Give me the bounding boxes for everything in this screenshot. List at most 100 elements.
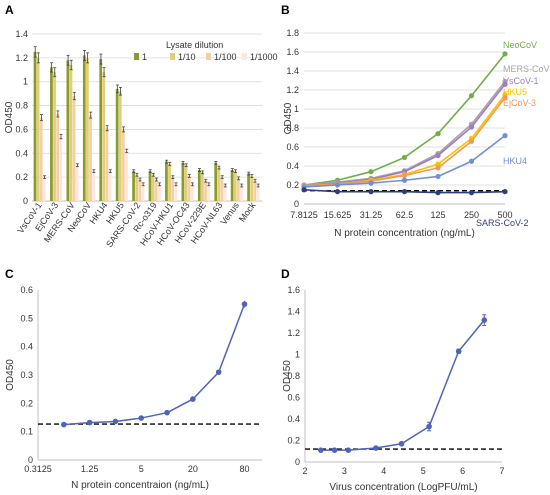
bar xyxy=(184,165,188,201)
y-tick-label: 0.3 xyxy=(20,370,33,380)
x-tick-label: Mock xyxy=(237,200,258,224)
data-point xyxy=(86,419,93,426)
x-tick-label: 20 xyxy=(188,464,198,474)
bar xyxy=(187,175,191,201)
bar xyxy=(240,185,243,201)
legend-label: 1/1000 xyxy=(250,52,278,62)
y-tick-label: 0.2 xyxy=(286,180,299,190)
x-tick-label: 250 xyxy=(464,210,479,220)
x-tick-label: 7 xyxy=(499,466,504,476)
y-tick-label: 1 xyxy=(295,350,300,360)
data-point xyxy=(435,173,441,180)
bar xyxy=(132,171,135,201)
y-tick-label: 0.8 xyxy=(286,123,299,133)
bar xyxy=(118,91,122,201)
data-point xyxy=(435,161,441,167)
series-line xyxy=(320,319,485,451)
y-tick-label: 0 xyxy=(294,199,299,209)
y-tick-label: 0.4 xyxy=(20,342,33,352)
y-tick-label: 1.2 xyxy=(286,85,299,95)
data-point xyxy=(112,418,119,425)
series-label: HKU4 xyxy=(503,156,527,166)
bar xyxy=(89,115,92,201)
panel-label-a: A xyxy=(5,3,14,17)
bar xyxy=(207,184,211,201)
bar xyxy=(50,67,53,202)
data-point xyxy=(368,180,374,186)
series-label: SARS-CoV-2 xyxy=(476,218,529,228)
bar xyxy=(92,171,96,201)
data-point xyxy=(345,447,352,453)
legend-swatch xyxy=(170,53,175,60)
y-tick-label: 0.6 xyxy=(20,285,33,295)
data-point xyxy=(435,152,441,159)
bar xyxy=(102,72,106,202)
chart-a: 00.20.40.60.811.21.4OD450VsCoV-1EjCoV-3M… xyxy=(4,29,278,249)
y-tick-label: 1.6 xyxy=(286,47,299,57)
chart-d: 0 0.2 0.4 0.6 0.8 1 1.2 1.4 1.6 2 3 4 5 6 7 Virus conce… xyxy=(282,285,505,493)
bar xyxy=(56,113,60,201)
bar xyxy=(36,57,40,201)
data-point xyxy=(334,189,341,195)
data-point xyxy=(373,445,379,451)
x-tick-label: 7.8125 xyxy=(290,210,318,220)
panel-label-b: B xyxy=(281,3,290,17)
data-point xyxy=(331,447,338,453)
y-tick-label: 0.8 xyxy=(15,101,28,111)
data-point xyxy=(426,423,432,430)
y-tick-label: 0.2 xyxy=(287,436,300,446)
bar xyxy=(105,128,109,201)
x-tick-label: 2 xyxy=(302,466,307,476)
legend-label: 1/100 xyxy=(214,52,237,62)
data-point xyxy=(215,369,222,375)
bar xyxy=(72,96,76,201)
data-point xyxy=(468,124,475,130)
bar xyxy=(86,57,89,201)
y-tick-label: 0.5 xyxy=(20,313,33,323)
legend-swatch xyxy=(206,53,211,60)
x-tick-label: 1.25 xyxy=(81,464,99,474)
data-point xyxy=(502,81,508,87)
bar xyxy=(217,167,221,201)
panel-label-d: D xyxy=(281,267,290,281)
y-axis-label: OD450 xyxy=(5,359,16,391)
y-tick-label: 0.8 xyxy=(287,371,300,381)
x-tick-label: 0.3125 xyxy=(24,464,52,474)
data-point xyxy=(435,165,441,171)
y-tick-label: 0.6 xyxy=(286,142,299,152)
bar xyxy=(256,185,260,201)
bar xyxy=(125,150,128,201)
y-tick-label: 0 xyxy=(23,196,28,206)
data-point xyxy=(455,348,462,355)
x-tick-label: 500 xyxy=(497,210,512,220)
bar xyxy=(250,175,254,201)
x-tick-label: 15.625 xyxy=(324,210,352,220)
y-tick-label: 0.2 xyxy=(20,398,33,408)
bar xyxy=(53,72,56,202)
bar xyxy=(165,161,168,201)
bar xyxy=(220,177,224,201)
series-label: VsCoV-1 xyxy=(503,76,539,86)
bar xyxy=(253,180,257,201)
bar xyxy=(148,171,152,201)
x-axis-label: N protein concentraion (ng/mL) xyxy=(71,480,209,491)
bar xyxy=(204,180,207,201)
legend-label: 1 xyxy=(142,52,147,62)
x-tick-label: 62.5 xyxy=(396,210,414,220)
y-tick-label: 1.6 xyxy=(287,285,300,295)
bar xyxy=(39,117,43,201)
legend-label: 1/10 xyxy=(178,52,196,62)
data-point xyxy=(138,415,145,421)
data-point xyxy=(435,131,441,137)
y-tick-label: 0 xyxy=(295,457,300,467)
data-point xyxy=(401,189,408,195)
data-point xyxy=(61,421,67,428)
bar xyxy=(171,177,175,201)
legend-swatch xyxy=(242,53,247,60)
x-tick-label: 6 xyxy=(460,466,465,476)
x-tick-label: 5 xyxy=(139,464,144,474)
bar xyxy=(214,162,218,201)
data-point xyxy=(164,409,170,416)
x-tick-label: 31.25 xyxy=(360,210,383,220)
series-label: NeoCoV xyxy=(503,40,537,50)
